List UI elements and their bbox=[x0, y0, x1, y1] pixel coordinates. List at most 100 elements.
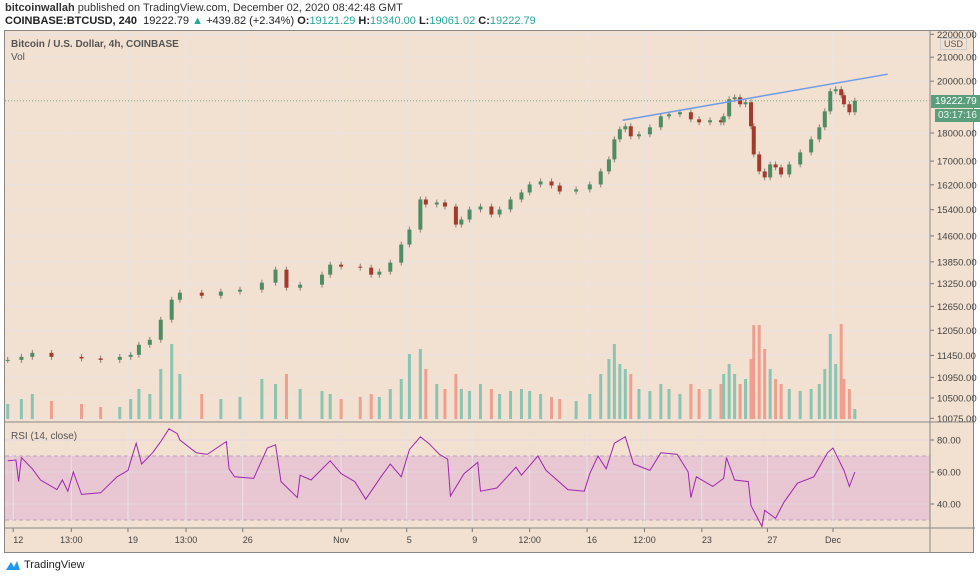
volume-bar bbox=[200, 394, 204, 419]
time-tick-label: 13:00 bbox=[60, 535, 83, 545]
time-tick-label: 23 bbox=[702, 535, 712, 545]
volume-bar bbox=[607, 359, 611, 419]
volume-bar bbox=[648, 391, 652, 419]
candle-body bbox=[519, 192, 524, 200]
volume-bar bbox=[489, 389, 493, 419]
low-label: L: bbox=[418, 15, 430, 27]
volume-bar bbox=[847, 389, 851, 419]
price-tick-label: 10500.00 bbox=[937, 394, 977, 405]
candle-body bbox=[388, 262, 393, 272]
brand-name: TradingView bbox=[24, 559, 85, 571]
price-tick-label: 13850.00 bbox=[937, 257, 977, 268]
volume-bar bbox=[369, 394, 373, 419]
candle-body bbox=[779, 167, 784, 175]
volume-bar bbox=[424, 369, 428, 419]
time-tick-label: 5 bbox=[407, 535, 412, 545]
close-value: 19222.79 bbox=[489, 15, 536, 27]
candle-body bbox=[667, 114, 672, 117]
candle-body bbox=[459, 219, 464, 225]
volume-bar bbox=[809, 389, 813, 419]
candle-body bbox=[199, 292, 204, 296]
volume-bar bbox=[519, 389, 523, 419]
volume-bar bbox=[733, 374, 737, 419]
volume-bar bbox=[722, 374, 726, 419]
tradingview-logo-icon bbox=[6, 561, 20, 570]
volume-bar bbox=[667, 389, 671, 419]
price-tick-label: 21000.00 bbox=[937, 53, 977, 64]
volume-bar bbox=[853, 409, 857, 419]
candle-body bbox=[708, 120, 713, 123]
candle-body bbox=[658, 116, 663, 128]
candle-body bbox=[30, 352, 35, 357]
volume-bar bbox=[320, 391, 324, 419]
volume-bar bbox=[219, 399, 223, 419]
candle-body bbox=[798, 152, 803, 165]
volume-bar bbox=[744, 379, 748, 419]
candle-body bbox=[787, 164, 792, 175]
volume-bar bbox=[774, 379, 778, 419]
time-tick-label: 13:00 bbox=[175, 535, 198, 545]
candle-body bbox=[117, 356, 122, 360]
candle-body bbox=[442, 202, 447, 207]
high-value: 19340.00 bbox=[370, 15, 416, 27]
time-tick-label: 12:00 bbox=[518, 535, 541, 545]
volume-bar bbox=[498, 394, 502, 419]
volume-bar bbox=[629, 374, 633, 419]
volume-bar bbox=[757, 325, 761, 419]
candle-body bbox=[773, 164, 778, 168]
volume-bar bbox=[459, 389, 463, 419]
volume-bar bbox=[697, 389, 701, 419]
volume-bar bbox=[817, 384, 821, 419]
publish-text: published on TradingView.com, December 0… bbox=[74, 2, 403, 14]
rsi-line bbox=[7, 428, 856, 528]
currency-label[interactable]: USD bbox=[940, 38, 968, 50]
volume-bar bbox=[478, 384, 482, 419]
candle-body bbox=[647, 127, 652, 135]
volume-bar bbox=[689, 384, 693, 419]
time-tick-label: Dec bbox=[825, 535, 842, 545]
tradingview-logo[interactable]: TradingView bbox=[5, 559, 85, 571]
candle-body bbox=[721, 116, 726, 123]
candle-body bbox=[273, 269, 278, 283]
author-name[interactable]: bitcoinwallah bbox=[5, 2, 75, 14]
volume-bar bbox=[99, 407, 103, 419]
rsi-band bbox=[5, 456, 930, 520]
volume-bar bbox=[509, 391, 513, 419]
candle-body bbox=[399, 244, 404, 263]
close-label: C: bbox=[478, 15, 490, 27]
price-tick-label: 12650.00 bbox=[937, 302, 977, 313]
candle-body bbox=[688, 112, 693, 120]
volume-bar bbox=[659, 384, 663, 419]
volume-bar bbox=[539, 394, 543, 419]
candle-body bbox=[833, 89, 838, 92]
candle-body bbox=[319, 274, 324, 285]
bar-countdown: 03:17:16 bbox=[935, 109, 980, 122]
candle-body bbox=[49, 352, 54, 357]
volume-bar bbox=[550, 397, 554, 419]
volume-bar bbox=[708, 389, 712, 419]
volume-bar bbox=[129, 399, 133, 419]
volume-bar bbox=[763, 349, 767, 419]
volume-bar bbox=[612, 344, 616, 419]
high-label: H: bbox=[358, 15, 370, 27]
volume-bar bbox=[599, 374, 603, 419]
candle-body bbox=[751, 126, 756, 155]
volume-bar bbox=[159, 369, 163, 419]
last-price: 19222.79 bbox=[143, 15, 190, 27]
candle-body bbox=[852, 100, 857, 113]
candle-body bbox=[177, 292, 182, 300]
candle-body bbox=[549, 181, 554, 186]
candle-body bbox=[418, 199, 423, 230]
volume-bar bbox=[574, 401, 578, 419]
volume-bar bbox=[779, 384, 783, 419]
time-tick-label: 12 bbox=[13, 535, 23, 545]
candle-body bbox=[453, 206, 458, 225]
volume-bar bbox=[443, 389, 447, 419]
candle-body bbox=[623, 126, 628, 130]
volume-bar bbox=[839, 324, 843, 419]
candle-body bbox=[828, 91, 833, 112]
candle-body bbox=[369, 267, 374, 275]
candle-body bbox=[147, 339, 152, 345]
candle-body bbox=[598, 171, 603, 185]
